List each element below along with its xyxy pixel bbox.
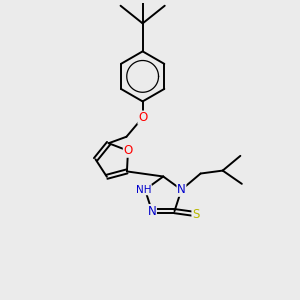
Text: O: O — [123, 144, 133, 157]
Text: NH: NH — [136, 185, 151, 195]
Text: N: N — [177, 183, 186, 196]
Text: O: O — [138, 111, 147, 124]
Text: S: S — [192, 208, 200, 220]
Text: N: N — [148, 205, 156, 218]
